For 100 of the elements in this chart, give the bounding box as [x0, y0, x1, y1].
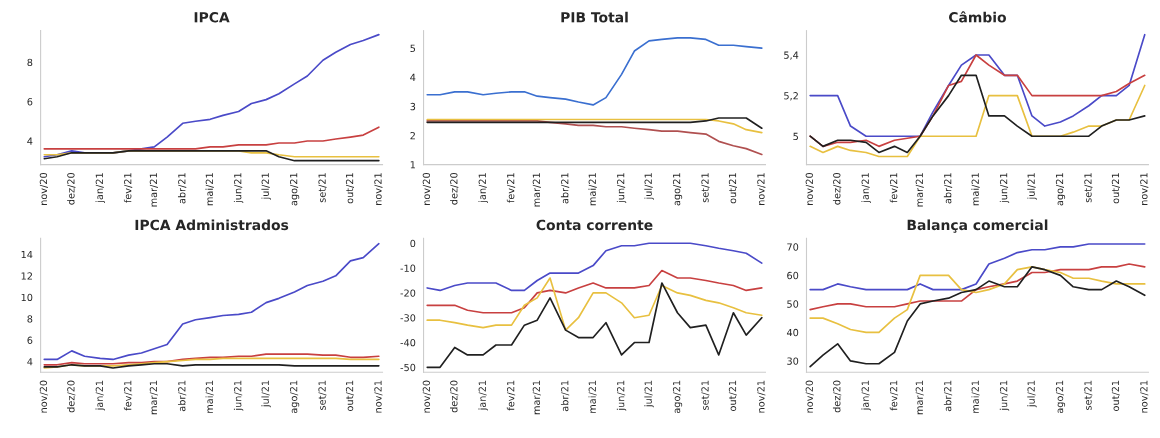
- x-tick-label: set/21: [318, 173, 327, 203]
- x-tick-label: mai/21: [971, 173, 980, 206]
- x-tick-label: mai/21: [205, 173, 214, 206]
- x-tick-label: nov/21: [374, 173, 383, 205]
- x-tick-label: mai/21: [588, 173, 597, 206]
- x-tick-label: mar/21: [532, 380, 541, 415]
- x-tick-label: nov/21: [1140, 173, 1149, 205]
- x-tick-label: ago/21: [1055, 380, 1066, 414]
- y-tick-label: 5: [793, 132, 798, 141]
- x-tick-label: set/21: [701, 173, 710, 203]
- x-tick-label: jul/21: [644, 380, 654, 408]
- x-tick-label: nov/21: [757, 380, 766, 413]
- y-tick-label: -50: [400, 363, 416, 372]
- x-tick-label: out/21: [728, 173, 737, 204]
- x-tick-label: out/21: [345, 380, 355, 411]
- y-tick-label: 60: [787, 271, 799, 280]
- x-tick-label: mar/21: [915, 173, 924, 207]
- y-tick-label: -30: [400, 314, 416, 322]
- y-tick-label: 2: [410, 131, 415, 140]
- x-tick-label: nov/21: [757, 173, 766, 205]
- x-tick-label: nov/20: [39, 172, 48, 205]
- x-tick-label: abr/21: [943, 173, 953, 204]
- x-tick-label: nov/20: [422, 380, 431, 413]
- x-tick-label: nov/20: [39, 380, 48, 413]
- y-tick-label: 50: [787, 300, 799, 308]
- x-tick-label: jan/21: [95, 173, 105, 203]
- y-tick-label: 0: [410, 239, 416, 248]
- x-tick-label: jan/21: [861, 173, 871, 203]
- y-tick-label: 12: [21, 272, 32, 280]
- x-tick-label: dez/20: [832, 172, 842, 205]
- x-tick-label: dez/20: [832, 380, 842, 413]
- x-tick-label: mai/21: [971, 380, 980, 413]
- chart-title: Balança comercial: [907, 219, 1048, 233]
- x-tick-label: fev/21: [123, 173, 133, 203]
- x-tick-label: fev/21: [123, 380, 133, 411]
- y-tick-label: 8: [27, 58, 33, 67]
- x-tick-label: dez/20: [450, 172, 459, 205]
- x-tick-label: nov/21: [374, 380, 383, 413]
- y-tick-label: 3: [410, 102, 416, 111]
- x-tick-label: fev/21: [506, 380, 516, 411]
- x-tick-label: nov/20: [805, 172, 814, 205]
- x-tick-label: abr/21: [943, 380, 953, 412]
- x-tick-label: jun/21: [616, 380, 627, 411]
- x-tick-label: set/21: [1084, 380, 1093, 410]
- x-tick-label: jan/21: [478, 173, 488, 203]
- x-tick-label: dez/20: [450, 380, 459, 413]
- x-tick-label: set/21: [1084, 173, 1093, 203]
- y-tick-label: 40: [786, 328, 799, 337]
- x-tick-label: mai/21: [588, 380, 597, 413]
- y-tick-label: 70: [787, 243, 799, 251]
- x-tick-label: jul/21: [1027, 173, 1037, 200]
- y-tick-label: -10: [400, 264, 416, 272]
- y-tick-label: 30: [787, 357, 799, 365]
- x-tick-label: fev/21: [506, 173, 516, 203]
- x-tick-label: mar/21: [149, 380, 158, 415]
- x-tick-label: jul/21: [261, 380, 271, 408]
- x-tick-label: set/21: [318, 380, 327, 410]
- chart-title: Câmbio: [948, 11, 1006, 23]
- x-tick-label: ago/21: [289, 380, 300, 414]
- y-tick-label: 14: [21, 251, 33, 259]
- x-tick-label: jul/21: [261, 173, 271, 200]
- y-tick-label: -20: [400, 289, 416, 297]
- y-tick-label: 4: [27, 137, 33, 145]
- y-tick-label: -40: [400, 339, 416, 347]
- x-tick-label: mar/21: [149, 173, 158, 207]
- x-tick-label: mar/21: [915, 380, 924, 415]
- x-tick-label: abr/21: [177, 173, 187, 204]
- x-tick-label: jan/21: [861, 380, 871, 411]
- x-tick-label: fev/21: [889, 380, 899, 411]
- chart-title: IPCA: [194, 12, 230, 23]
- x-tick-label: nov/20: [805, 380, 814, 413]
- x-tick-label: nov/20: [422, 172, 431, 205]
- y-tick-label: 4: [410, 73, 416, 81]
- x-tick-label: out/21: [345, 173, 355, 204]
- y-tick-label: 5,2: [784, 92, 798, 101]
- chart-title: PIB Total: [561, 11, 628, 23]
- y-tick-label: 6: [27, 98, 33, 106]
- x-tick-label: jun/21: [616, 173, 627, 204]
- y-tick-label: 5,4: [784, 51, 799, 60]
- x-tick-label: dez/20: [67, 380, 76, 413]
- x-tick-label: jun/21: [999, 173, 1010, 204]
- x-tick-label: ago/21: [672, 173, 683, 206]
- x-tick-label: out/21: [1111, 173, 1120, 204]
- x-tick-label: dez/20: [67, 172, 76, 205]
- x-tick-label: abr/21: [177, 380, 187, 412]
- x-tick-label: jan/21: [478, 380, 488, 411]
- x-tick-label: mai/21: [205, 380, 214, 413]
- x-tick-label: out/21: [1111, 380, 1120, 411]
- x-tick-label: ago/21: [289, 173, 300, 206]
- x-tick-label: abr/21: [560, 380, 570, 412]
- x-tick-label: nov/21: [1140, 380, 1149, 413]
- x-tick-label: jul/21: [644, 173, 654, 200]
- y-tick-label: 10: [21, 293, 33, 302]
- chart-title: IPCA Administrados: [135, 219, 289, 231]
- x-tick-label: abr/21: [560, 173, 570, 204]
- x-tick-label: jan/21: [95, 380, 105, 411]
- y-tick-label: 4: [27, 358, 33, 366]
- y-tick-label: 8: [27, 315, 33, 323]
- x-tick-label: jun/21: [999, 380, 1010, 411]
- y-tick-label: 5: [410, 44, 416, 52]
